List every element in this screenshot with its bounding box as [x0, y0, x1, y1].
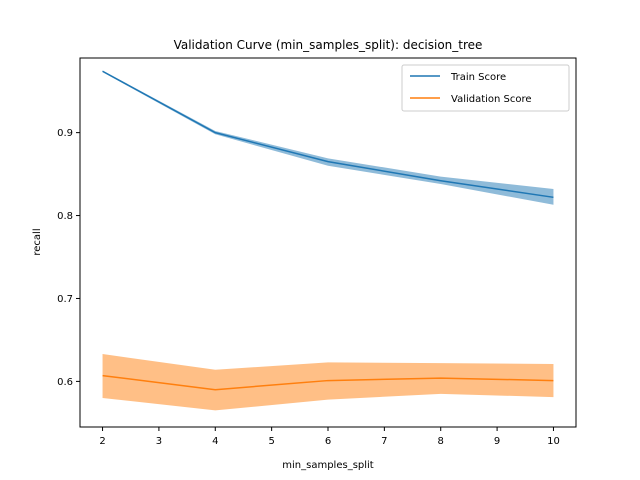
y-axis-ticks: 0.6 0.7 0.8 0.9 [57, 128, 80, 388]
legend: Train Score Validation Score [401, 64, 570, 112]
x-tick-label-1: 3 [156, 436, 162, 447]
legend-label-1: Validation Score [451, 94, 532, 105]
x-tick-label-3: 5 [268, 436, 274, 447]
y-axis-label: recall [32, 228, 43, 255]
series-1-band [102, 354, 554, 411]
series-0-line [102, 70, 554, 199]
y-tick-label-2: 0.8 [57, 211, 73, 222]
x-tick-label-8: 10 [547, 436, 560, 447]
x-tick-label-5: 7 [381, 436, 387, 447]
legend-box [401, 64, 570, 112]
series-1-line [102, 374, 554, 391]
x-tick-label-6: 8 [438, 436, 444, 447]
x-axis-ticks: 2 3 4 5 6 7 8 9 10 [99, 427, 560, 447]
x-tick-label-2: 4 [212, 436, 218, 447]
x-tick-label-4: 6 [325, 436, 331, 447]
legend-label-0: Train Score [450, 72, 506, 83]
y-tick-label-1: 0.7 [57, 294, 73, 305]
chart-title: Validation Curve (min_samples_split): de… [174, 38, 483, 52]
y-tick-label-3: 0.9 [57, 128, 73, 139]
y-tick-label-0: 0.6 [57, 377, 73, 388]
x-tick-label-0: 2 [99, 436, 105, 447]
series-lines [102, 70, 554, 391]
x-axis-label: min_samples_split [282, 460, 374, 471]
x-tick-label-7: 9 [494, 436, 500, 447]
